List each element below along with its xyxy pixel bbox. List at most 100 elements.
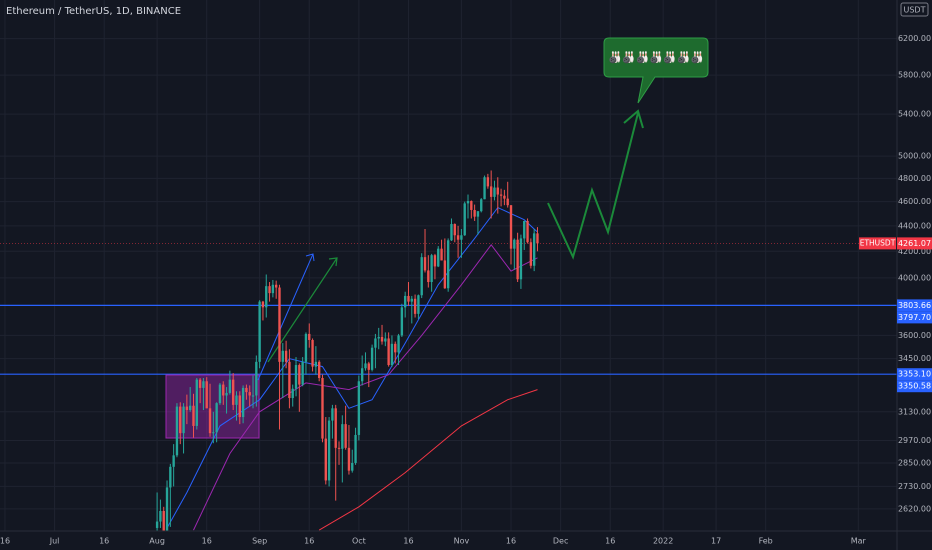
candle-body <box>387 338 390 366</box>
candle-body <box>460 235 463 240</box>
candle-body <box>503 195 506 199</box>
x-tick-label: 17 <box>711 537 721 546</box>
candle-body <box>301 361 304 385</box>
price-label-box <box>897 237 932 250</box>
candle-body <box>509 205 513 249</box>
candle-body <box>185 406 189 411</box>
candle-body <box>384 338 387 342</box>
x-tick-label: Aug <box>149 537 165 546</box>
candle-body <box>354 434 357 463</box>
projection-head <box>623 109 644 129</box>
x-tick-label: Mar <box>851 537 867 546</box>
candle-body <box>284 350 288 362</box>
candle-body <box>198 379 202 388</box>
candle-body <box>245 387 248 393</box>
price-label-box <box>897 368 932 381</box>
candle-body <box>360 368 364 382</box>
candle-body <box>324 438 327 481</box>
candle-body <box>466 201 470 204</box>
candle-body <box>380 336 384 342</box>
candle-body <box>258 301 261 362</box>
candle-body <box>493 187 496 197</box>
y-tick-label: 4000.00 <box>898 273 931 282</box>
time-axis <box>0 531 932 550</box>
candle-body <box>410 298 413 302</box>
candle-body <box>532 233 536 266</box>
axes: 2620.00 2730.00 2850.00 2970.00 3130.00 3450.… <box>0 34 932 546</box>
x-tick-label: 16 <box>605 537 615 546</box>
x-tick-label: Feb <box>759 537 773 546</box>
candle-body <box>400 307 404 336</box>
candle-body <box>268 286 271 294</box>
y-tick-label: 4800.00 <box>898 174 931 183</box>
x-tick-label: 16 <box>202 537 212 546</box>
candle-body <box>334 408 337 448</box>
x-tick-label: 2022 <box>653 537 673 546</box>
candle-body <box>456 235 460 240</box>
candle-body <box>317 361 321 378</box>
candle-body <box>413 298 417 314</box>
moving-average <box>166 206 538 529</box>
candle-body <box>235 395 238 405</box>
candle-body <box>288 361 291 399</box>
candle-body <box>367 363 370 370</box>
y-tick-label: 5000.00 <box>898 152 931 161</box>
candle-body <box>202 381 205 388</box>
price-label-box <box>897 380 932 393</box>
candle-body <box>261 301 265 308</box>
candle-body <box>486 177 490 187</box>
candle-body <box>169 466 172 488</box>
candle-body <box>222 384 225 396</box>
price-label: 3797.70 <box>898 313 931 322</box>
candle-body <box>417 295 420 314</box>
candle-body <box>195 379 198 426</box>
candle-body <box>394 343 397 353</box>
y-tick-label: 5400.00 <box>898 110 931 119</box>
x-tick-label: Nov <box>454 537 470 546</box>
y-tick-label: 5800.00 <box>898 71 931 80</box>
callout <box>603 37 709 104</box>
candle-body <box>159 510 162 522</box>
projection-path <box>547 112 639 260</box>
candle-body <box>281 350 284 362</box>
candle-body <box>480 199 483 212</box>
candle-body <box>179 406 182 434</box>
candle-body <box>357 381 361 435</box>
candle-body <box>175 406 179 456</box>
y-tick-label: 4400.00 <box>898 221 931 230</box>
candle-body <box>304 333 308 362</box>
candle-body <box>241 387 245 418</box>
candle-body <box>327 420 331 481</box>
candle-body <box>231 379 235 405</box>
price-label: 3353.10 <box>898 370 931 379</box>
arrow-head <box>328 257 338 267</box>
candle-body <box>370 347 374 370</box>
x-tick-label: 16 <box>0 537 10 546</box>
candle-body <box>377 336 380 339</box>
candle-body <box>403 295 407 308</box>
candle-body <box>516 239 519 280</box>
y-tick-label: 3130.00 <box>898 407 931 416</box>
candle-body <box>423 257 427 271</box>
price-axis <box>897 0 932 550</box>
y-tick-label: 2850.00 <box>898 458 931 467</box>
candle-body <box>496 187 499 195</box>
candle-body <box>172 455 175 467</box>
candle-body <box>433 255 437 267</box>
candle-body <box>397 335 400 353</box>
x-tick-label: Sep <box>252 537 267 546</box>
candle-body <box>440 248 443 261</box>
candle-body <box>311 339 314 367</box>
x-tick-label: Oct <box>352 537 366 546</box>
candle-body <box>188 405 192 411</box>
candle-body <box>476 211 480 217</box>
candle-body <box>437 248 440 267</box>
candle-body <box>513 239 516 249</box>
callout-text: 🎳🎳🎳🎳🎳🎳🎳 <box>608 51 704 65</box>
y-tick-label: 2730.00 <box>898 482 931 491</box>
candle-body <box>483 177 486 200</box>
y-tick-label: 4600.00 <box>898 197 931 206</box>
candle-body <box>450 224 453 241</box>
candle-body <box>523 220 526 239</box>
